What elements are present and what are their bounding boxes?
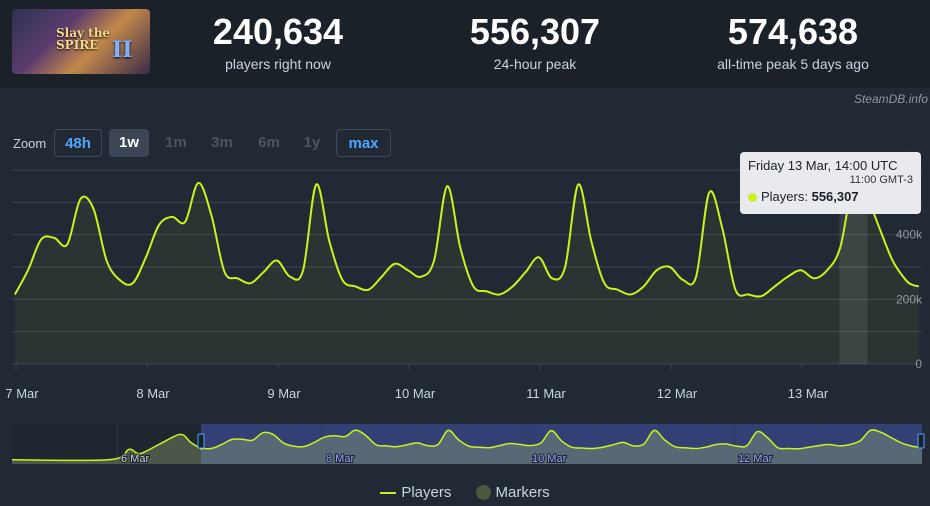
tooltip-row: Players: 556,307 <box>748 189 913 204</box>
legend-line-swatch <box>380 491 397 494</box>
navigator[interactable]: 6 Mar 8 Mar 10 Mar 12 Mar <box>11 424 925 466</box>
game-thumbnail-title: Slay the SPIRE <box>56 26 111 52</box>
x-tick-label: 11 Mar <box>526 386 566 401</box>
legend-players-label: Players <box>401 483 452 501</box>
x-tick-label: 12 Mar <box>657 386 698 401</box>
stat-value: 240,634 <box>212 11 344 52</box>
zoom-3m-button[interactable]: 3m <box>211 134 233 151</box>
zoom-1m-button[interactable]: 1m <box>165 134 187 151</box>
zoom-1w-button[interactable]: 1w <box>109 129 149 157</box>
stat-all-time-peak: 574,638 all-time peak 5 days ago <box>698 11 888 73</box>
y-tick-label: 0 <box>915 357 922 371</box>
legend-marker-swatch <box>475 485 491 501</box>
stats-header: Slay the SPIRE II 240,634 players right … <box>0 0 930 88</box>
tooltip-value: 556,307 <box>811 189 859 204</box>
navigator-date-label: 12 Mar <box>738 453 773 465</box>
chart-legend: Players Markers <box>0 483 930 501</box>
source-credit: SteamDB.info <box>853 92 928 106</box>
tooltip-local-time: 11:00 GMT-3 <box>849 174 913 186</box>
players-line <box>14 180 920 298</box>
chart-tooltip: Friday 13 Mar, 14:00 UTC 11:00 GMT-3 Pla… <box>740 152 921 214</box>
navigator-date-label: 10 Mar <box>532 453 567 465</box>
zoom-label: Zoom <box>13 136 47 151</box>
stat-24h-peak: 556,307 24-hour peak <box>450 11 620 73</box>
player-count-chart[interactable]: 0 200k 400k 7 Mar 8 Mar 9 Mar 10 Mar 11 Mar 12 … <box>0 150 930 480</box>
game-thumbnail[interactable]: Slay the SPIRE II <box>12 9 150 74</box>
y-tick-label: 400k <box>896 228 923 242</box>
x-tick-label: 13 Mar <box>788 386 829 401</box>
game-thumbnail-numeral: II <box>112 37 133 63</box>
stat-label: players right now <box>225 56 331 72</box>
zoom-max-button[interactable]: max <box>336 129 391 157</box>
legend-players[interactable]: Players <box>380 484 451 501</box>
zoom-48h-button[interactable]: 48h <box>54 129 102 157</box>
navigator-right-handle[interactable] <box>917 433 925 449</box>
navigator-left-handle[interactable] <box>197 433 205 449</box>
navigator-date-label: 6 Mar <box>121 453 149 465</box>
legend-markers[interactable]: Markers <box>475 483 550 501</box>
y-tick-label: 200k <box>896 292 923 306</box>
navigator-selection[interactable] <box>201 424 922 464</box>
tooltip-date: Friday 13 Mar, 14:00 UTC <box>748 158 898 173</box>
stat-label: all-time peak 5 days ago <box>717 56 869 72</box>
x-tick-label: 8 Mar <box>136 386 170 401</box>
stat-value: 574,638 <box>727 11 859 52</box>
x-tick-label: 10 Mar <box>395 386 436 401</box>
navigator-line <box>11 429 923 462</box>
zoom-1y-button[interactable]: 1y <box>303 134 321 151</box>
zoom-6m-button[interactable]: 6m <box>258 134 280 151</box>
navigator-date-label: 8 Mar <box>326 453 354 465</box>
x-tick-label: 9 Mar <box>267 386 301 401</box>
legend-markers-label: Markers <box>495 483 550 501</box>
stat-value: 556,307 <box>469 11 601 52</box>
navigator-area <box>12 429 922 464</box>
stat-label: 24-hour peak <box>493 56 577 72</box>
stat-current-players: 240,634 players right now <box>193 11 363 73</box>
tooltip-series-name: Players <box>761 189 805 204</box>
x-tick-label: 7 Mar <box>5 386 39 401</box>
tooltip-series-dot <box>748 193 757 203</box>
